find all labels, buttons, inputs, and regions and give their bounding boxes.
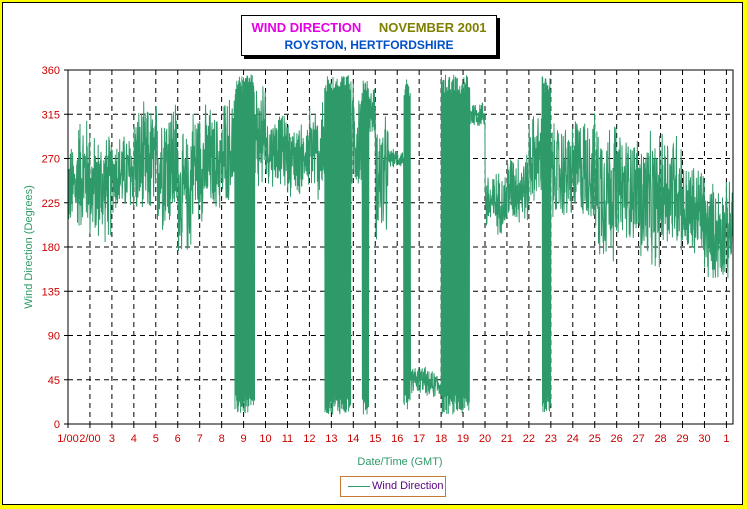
y-tick-label-90: 90 [48,331,60,343]
x-tick-label-30: 1 [723,433,729,445]
legend-label-wind-direction: Wind Direction [372,480,444,492]
series-line-wind-direction [67,74,734,415]
x-tick-label-15: 16 [391,433,403,445]
y-tick-label-135: 135 [42,286,60,298]
x-tick-label-22: 23 [545,433,557,445]
x-tick-label-17: 18 [435,433,447,445]
chart-subtitle: ROYSTON, HERTFORDSHIRE [284,38,454,52]
x-tick-label-28: 29 [676,433,688,445]
y-tick-label-315: 315 [42,109,60,121]
x-tick-label-14: 15 [369,433,381,445]
x-tick-label-7: 8 [219,433,225,445]
x-tick-label-23: 24 [567,433,579,445]
legend: Wind Direction [340,476,446,497]
x-tick-label-10: 11 [282,433,293,445]
y-tick-label-45: 45 [48,375,60,387]
x-tick-label-1: 2/00 [79,433,100,445]
chart-title-period: NOVEMBER 2001 [378,20,487,35]
x-tick-label-21: 22 [523,433,535,445]
x-tick-label-11: 12 [303,433,315,445]
y-axis-title: Wind Direction (Degrees) [23,185,35,308]
x-tick-label-19: 20 [479,433,491,445]
x-tick-label-0: 1/00 [57,433,78,445]
x-tick-label-20: 21 [501,433,513,445]
x-axis-title: Date/Time (GMT) [357,456,442,468]
y-tick-label-180: 180 [42,242,60,254]
x-tick-label-18: 19 [457,433,469,445]
x-tick-label-9: 10 [259,433,271,445]
x-tick-label-25: 26 [611,433,623,445]
x-axis-ticks: 1/00 2/00 3 4 5 6 7 8 9 10 11 12 13 14 15 16 17 18 19 20 21 2… [57,424,729,445]
x-tick-label-5: 6 [175,433,181,445]
chart-title: WIND DIRECTION NOVEMBER 2001 [242,20,496,35]
y-tick-label-225: 225 [42,198,60,210]
chart-title-box: WIND DIRECTION NOVEMBER 2001 ROYSTON, HE… [241,15,497,56]
x-tick-label-29: 30 [698,433,710,445]
x-tick-label-24: 25 [589,433,601,445]
x-tick-label-6: 7 [197,433,203,445]
y-axis-ticks: 0 45 90 135 180 225 270 315 360 [42,65,68,431]
x-tick-label-27: 28 [654,433,666,445]
x-tick-label-3: 4 [131,433,137,445]
y-tick-label-270: 270 [42,154,60,166]
x-tick-label-8: 9 [241,433,247,445]
x-tick-label-4: 5 [153,433,159,445]
series-wind-direction [67,74,734,415]
y-tick-label-360: 360 [42,65,60,77]
x-tick-label-12: 13 [325,433,337,445]
x-tick-label-13: 14 [347,433,359,445]
x-tick-label-16: 17 [413,433,425,445]
chart-title-main: WIND DIRECTION [251,20,362,35]
y-tick-label-0: 0 [54,419,60,431]
legend-swatch-wind-direction [348,486,370,487]
x-tick-label-2: 3 [109,433,115,445]
x-tick-label-26: 27 [633,433,645,445]
